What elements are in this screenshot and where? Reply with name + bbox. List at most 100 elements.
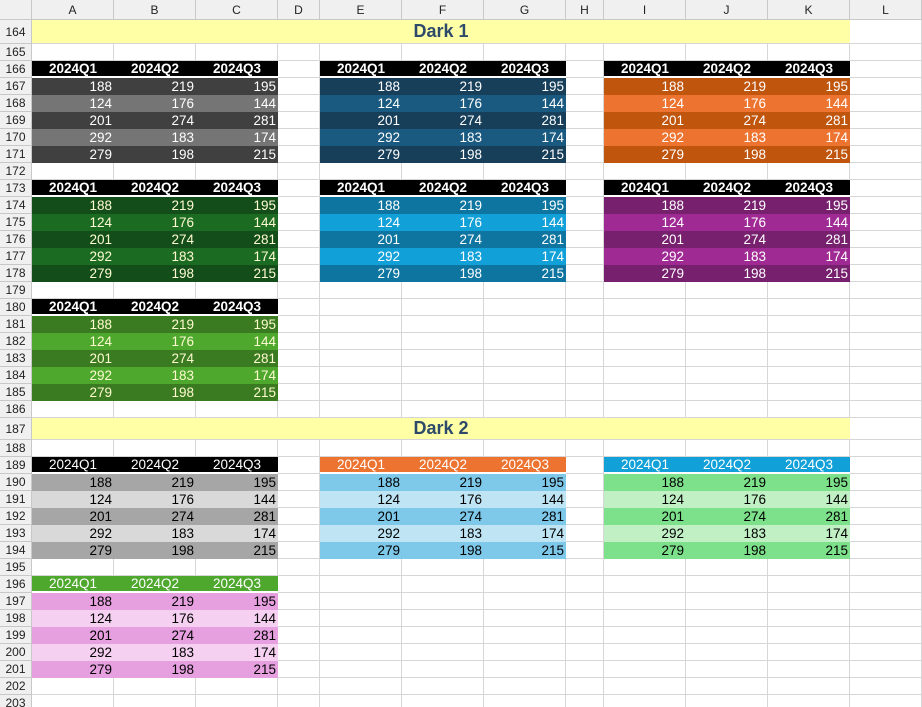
table-value-cell[interactable]: 198 <box>114 661 196 678</box>
cell[interactable] <box>278 333 320 350</box>
cell[interactable] <box>850 231 922 248</box>
cell[interactable] <box>320 384 402 401</box>
cell[interactable] <box>278 316 320 333</box>
table-value-cell[interactable]: 281 <box>484 231 566 248</box>
cell[interactable] <box>566 316 604 333</box>
cell[interactable] <box>850 457 922 474</box>
column-header-K[interactable]: K <box>768 0 850 20</box>
cell[interactable] <box>604 661 686 678</box>
table-value-cell[interactable]: 215 <box>484 265 566 282</box>
cell[interactable] <box>320 678 402 695</box>
table-value-cell[interactable]: 183 <box>114 367 196 384</box>
table-value-cell[interactable]: 201 <box>320 231 402 248</box>
table-value-cell[interactable]: 174 <box>196 129 278 146</box>
table-value-cell[interactable]: 183 <box>114 248 196 265</box>
cell[interactable] <box>320 299 402 316</box>
cell[interactable] <box>196 282 278 299</box>
row-header-166[interactable]: 166 <box>0 61 32 78</box>
cell[interactable] <box>604 333 686 350</box>
cell[interactable] <box>278 44 320 61</box>
cell[interactable] <box>114 163 196 180</box>
cell[interactable] <box>686 163 768 180</box>
cell[interactable] <box>566 401 604 418</box>
table-value-cell[interactable]: 183 <box>402 525 484 542</box>
cell[interactable] <box>686 401 768 418</box>
cell[interactable] <box>320 576 402 593</box>
table-header-cell[interactable]: 2024Q2 <box>686 457 768 474</box>
cell[interactable] <box>686 299 768 316</box>
cell[interactable] <box>278 95 320 112</box>
cell[interactable] <box>32 163 114 180</box>
table-value-cell[interactable]: 195 <box>768 197 850 214</box>
cell[interactable] <box>278 576 320 593</box>
table-header-cell[interactable]: 2024Q3 <box>196 61 278 78</box>
cell[interactable] <box>320 163 402 180</box>
cell[interactable] <box>402 163 484 180</box>
table-value-cell[interactable]: 195 <box>196 474 278 491</box>
table-value-cell[interactable]: 183 <box>114 644 196 661</box>
table-value-cell[interactable]: 215 <box>768 542 850 559</box>
cell[interactable] <box>566 163 604 180</box>
cell[interactable] <box>320 401 402 418</box>
table-value-cell[interactable]: 219 <box>114 593 196 610</box>
cell[interactable] <box>686 661 768 678</box>
cell[interactable] <box>278 129 320 146</box>
table-value-cell[interactable]: 292 <box>32 367 114 384</box>
table-header-cell[interactable]: 2024Q1 <box>32 180 114 197</box>
cell[interactable] <box>850 146 922 163</box>
cell[interactable] <box>402 644 484 661</box>
cell[interactable] <box>402 678 484 695</box>
row-header-181[interactable]: 181 <box>0 316 32 333</box>
table-value-cell[interactable]: 198 <box>402 146 484 163</box>
row-header-202[interactable]: 202 <box>0 678 32 695</box>
table-header-cell[interactable]: 2024Q1 <box>32 61 114 78</box>
row-header-183[interactable]: 183 <box>0 350 32 367</box>
cell[interactable] <box>278 282 320 299</box>
table-value-cell[interactable]: 174 <box>196 644 278 661</box>
cell[interactable] <box>850 180 922 197</box>
table-value-cell[interactable]: 188 <box>320 78 402 95</box>
cell[interactable] <box>32 695 114 707</box>
table-value-cell[interactable]: 174 <box>196 367 278 384</box>
table-value-cell[interactable]: 198 <box>402 265 484 282</box>
table-header-cell[interactable]: 2024Q2 <box>114 61 196 78</box>
table-value-cell[interactable]: 144 <box>484 491 566 508</box>
table-value-cell[interactable]: 176 <box>114 95 196 112</box>
table-value-cell[interactable]: 176 <box>686 95 768 112</box>
table-header-cell[interactable]: 2024Q2 <box>114 576 196 593</box>
cell[interactable] <box>768 316 850 333</box>
cell[interactable] <box>850 333 922 350</box>
cell[interactable] <box>196 695 278 707</box>
table-header-cell[interactable]: 2024Q1 <box>32 457 114 474</box>
cell[interactable] <box>196 163 278 180</box>
cell[interactable] <box>604 559 686 576</box>
table-value-cell[interactable]: 188 <box>604 197 686 214</box>
cell[interactable] <box>402 695 484 707</box>
cell[interactable] <box>320 282 402 299</box>
cell[interactable] <box>566 146 604 163</box>
cell[interactable] <box>402 610 484 627</box>
table-value-cell[interactable]: 279 <box>604 265 686 282</box>
row-header-184[interactable]: 184 <box>0 367 32 384</box>
cell[interactable] <box>278 440 320 457</box>
cell[interactable] <box>32 282 114 299</box>
table-value-cell[interactable]: 174 <box>484 129 566 146</box>
table-value-cell[interactable]: 176 <box>402 491 484 508</box>
cell[interactable] <box>768 559 850 576</box>
table-value-cell[interactable]: 215 <box>484 146 566 163</box>
table-value-cell[interactable]: 198 <box>114 384 196 401</box>
table-value-cell[interactable]: 274 <box>114 112 196 129</box>
cell[interactable] <box>566 95 604 112</box>
cell[interactable] <box>768 350 850 367</box>
row-header-178[interactable]: 178 <box>0 265 32 282</box>
table-value-cell[interactable]: 219 <box>114 78 196 95</box>
cell[interactable] <box>850 542 922 559</box>
table-value-cell[interactable]: 124 <box>32 95 114 112</box>
cell[interactable] <box>484 661 566 678</box>
table-header-cell[interactable]: 2024Q3 <box>768 180 850 197</box>
table-value-cell[interactable]: 195 <box>196 316 278 333</box>
table-value-cell[interactable]: 292 <box>32 644 114 661</box>
cell[interactable] <box>320 350 402 367</box>
cell[interactable] <box>320 559 402 576</box>
row-header-190[interactable]: 190 <box>0 474 32 491</box>
